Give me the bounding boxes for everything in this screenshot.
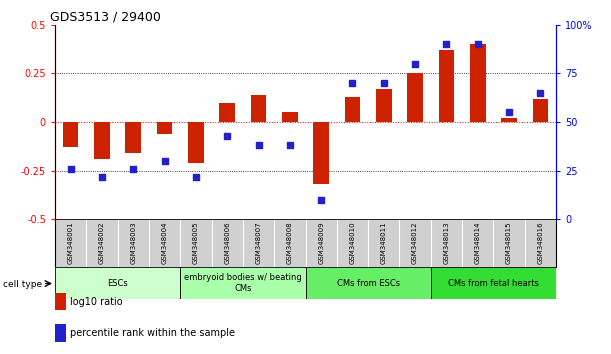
Bar [313, 122, 329, 184]
Text: GSM348006: GSM348006 [224, 222, 230, 264]
Bar [188, 122, 203, 163]
Text: GSM348008: GSM348008 [287, 222, 293, 264]
Bar [533, 99, 548, 122]
Bar [251, 95, 266, 122]
Point [348, 80, 357, 86]
Text: CMs from fetal hearts: CMs from fetal hearts [448, 279, 539, 288]
Bar [63, 122, 78, 147]
Point [504, 110, 514, 115]
Text: embryoid bodies w/ beating
CMs: embryoid bodies w/ beating CMs [184, 274, 302, 293]
Point [66, 166, 76, 172]
Text: log10 ratio: log10 ratio [70, 297, 122, 307]
Text: cell type: cell type [3, 280, 42, 289]
Text: GSM348003: GSM348003 [130, 222, 136, 264]
Text: GSM348014: GSM348014 [475, 222, 481, 264]
Point [97, 174, 107, 179]
Point [222, 133, 232, 138]
Bar [439, 50, 454, 122]
Text: GSM348012: GSM348012 [412, 222, 418, 264]
Text: GSM348001: GSM348001 [68, 222, 74, 264]
Point [535, 90, 545, 96]
Bar [408, 73, 423, 122]
Bar [94, 122, 110, 159]
Point [254, 143, 263, 148]
Text: GSM348011: GSM348011 [381, 222, 387, 264]
Text: ESCs: ESCs [108, 279, 128, 288]
Point [473, 41, 483, 47]
Text: CMs from ESCs: CMs from ESCs [337, 279, 400, 288]
Point [159, 158, 169, 164]
Text: GSM348009: GSM348009 [318, 222, 324, 264]
Bar [55, 267, 180, 299]
Text: GSM348002: GSM348002 [99, 222, 105, 264]
Bar [470, 44, 486, 122]
Point [379, 80, 389, 86]
Bar [345, 97, 360, 122]
Bar [219, 103, 235, 122]
Point [191, 174, 201, 179]
Text: percentile rank within the sample: percentile rank within the sample [70, 328, 235, 338]
Text: GDS3513 / 29400: GDS3513 / 29400 [50, 11, 161, 24]
Point [410, 61, 420, 67]
Text: GSM348007: GSM348007 [255, 222, 262, 264]
Text: GSM348005: GSM348005 [193, 222, 199, 264]
Text: GSM348013: GSM348013 [444, 222, 450, 264]
Text: GSM348015: GSM348015 [506, 222, 512, 264]
Point [285, 143, 295, 148]
Bar [376, 89, 392, 122]
Point [316, 197, 326, 203]
Point [442, 41, 452, 47]
Text: GSM348010: GSM348010 [349, 222, 356, 264]
Bar [306, 267, 431, 299]
Bar [125, 122, 141, 153]
Text: GSM348016: GSM348016 [537, 222, 543, 264]
Bar [282, 113, 298, 122]
Bar [431, 267, 556, 299]
Bar [501, 118, 517, 122]
Point [128, 166, 138, 172]
Bar [157, 122, 172, 134]
Bar [180, 267, 306, 299]
Text: GSM348004: GSM348004 [161, 222, 167, 264]
